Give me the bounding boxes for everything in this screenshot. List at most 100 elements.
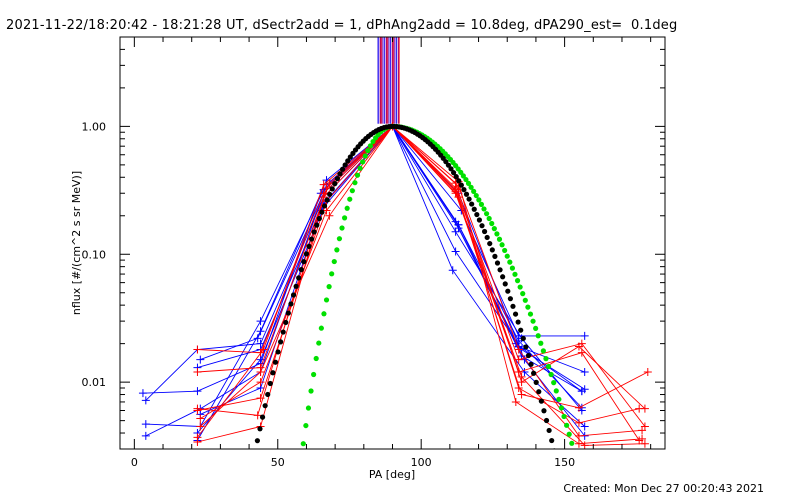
fit-point [311,229,317,235]
fit-point [285,310,291,316]
fit-point [561,413,567,420]
fit-point [305,405,312,411]
chart-title: 2021-11-22/18:20:42 - 18:21:28 UT, dSect… [6,18,678,33]
fit-point [318,325,324,331]
fit-point [306,243,312,249]
fit-point [458,182,464,188]
fit-point [500,274,506,280]
fit-point [321,203,328,209]
fit-point [332,181,338,187]
data-point [580,368,589,377]
fit-point [528,361,534,367]
series-line [199,125,643,445]
data-point [577,339,586,348]
plot-area [138,37,652,449]
fit-point [487,240,493,247]
fit-point [357,165,363,171]
fit-point [569,440,575,446]
series-line [197,125,583,434]
series-line [197,125,640,441]
fit-point [316,340,322,346]
series-line [200,125,640,424]
fit-point [342,162,348,168]
data-point [574,418,583,427]
fit-point [336,236,343,242]
data-point [193,368,202,377]
fit-point [267,380,273,387]
fit-point [499,242,505,248]
x-tick-label: 150 [554,456,575,469]
fit-point [341,215,348,221]
fit-point [481,228,488,235]
fit-point [523,344,529,350]
fit-point [370,138,376,145]
data-point [635,404,644,413]
fit-point [538,398,544,404]
data-point [514,355,523,364]
fit-point [298,267,304,273]
fit-point [471,188,477,194]
fit-point [365,148,371,154]
data-point [256,378,265,387]
fit-point [549,437,555,444]
fit-point [566,431,572,437]
fit-point [515,319,521,325]
x-tick-label: 0 [131,456,138,469]
fit-point [283,319,289,326]
fit-point [538,340,544,346]
data-point [511,397,520,406]
series-line [197,125,645,446]
data-point [448,266,457,275]
x-axis-label: PA [deg] [369,468,415,481]
fit-point [558,405,565,411]
fit-point [520,335,526,342]
fit-point [339,225,345,231]
fit-point [483,211,490,217]
fit-point [290,292,297,298]
y-axis-label: nflux [#/(cm^2 s sr MeV)] [70,171,83,315]
fit-point [512,311,519,317]
data-point [196,355,205,364]
fit-point [329,271,335,277]
fit-point [492,253,498,259]
fit-point [540,348,546,354]
y-tick-label: 1.00 [82,120,107,133]
data-point [196,414,205,423]
fit-point [319,209,325,215]
fit-point [270,370,276,376]
fit-point [460,173,466,179]
fit-point [507,259,513,265]
fit-point [347,154,353,160]
fit-point [345,158,351,164]
fit-point [466,196,472,202]
fit-point [367,143,374,149]
series-line [197,125,643,437]
data-point [141,431,150,440]
fit-point [349,188,355,194]
fit-point [254,438,260,444]
data-point [256,317,265,326]
fit-point [308,388,314,394]
fit-point [327,191,333,197]
fit-point [448,166,454,172]
fit-point [311,371,317,378]
fit-point [465,180,472,186]
data-point [253,334,262,343]
data-point [193,345,202,354]
fit-point [450,170,457,176]
fit-point [507,296,513,302]
data-point [141,420,150,429]
data-point [514,345,523,354]
fit-point [288,301,294,307]
data-point [643,368,652,377]
fit-point [303,422,309,429]
fit-point [272,359,279,365]
y-tick-label: 0.01 [82,376,107,389]
fit-point [324,197,330,203]
data-point [319,193,328,202]
data-point [580,422,589,431]
fit-point [344,205,350,211]
fit-point [478,201,485,207]
fit-point [518,327,524,333]
